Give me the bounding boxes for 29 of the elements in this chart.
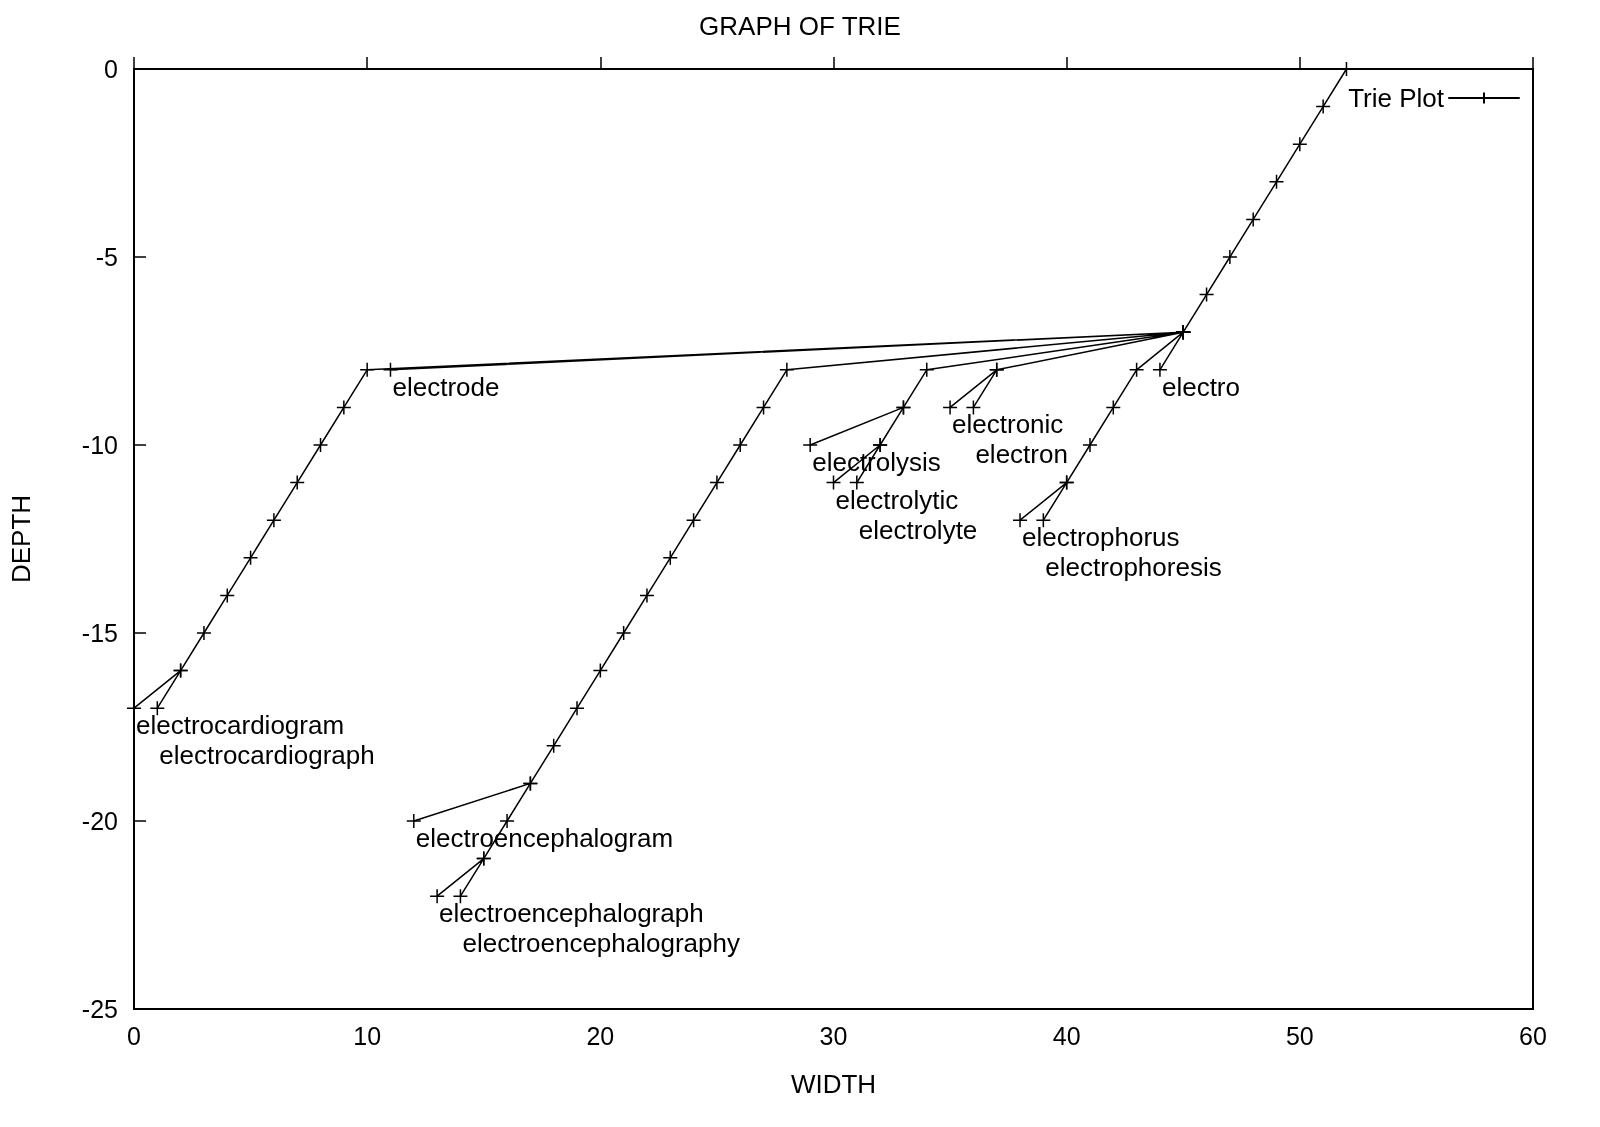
- x-axis-title: WIDTH: [790, 1069, 877, 1099]
- y-tick-label: -10: [81, 431, 118, 459]
- annotation: electrode: [392, 371, 500, 402]
- annotation: electrophoresis: [1045, 552, 1222, 583]
- x-tick-label: 30: [819, 1021, 848, 1050]
- annotation: electrophorus: [1022, 522, 1180, 553]
- annotation: electronic: [952, 409, 1064, 440]
- y-tick-label: -5: [95, 243, 118, 271]
- y-tick-label: -25: [81, 995, 118, 1023]
- x-tick-label: 60: [1519, 1021, 1547, 1050]
- annotation: electron: [975, 439, 1068, 470]
- y-tick-label: -20: [81, 807, 118, 835]
- annotation: electrolyte: [858, 514, 978, 545]
- annotation: electroencephalograph: [439, 898, 704, 929]
- annotation: electro: [1161, 371, 1240, 402]
- annotation: electroencephalography: [462, 928, 740, 959]
- y-tick-label: 0: [104, 55, 118, 83]
- x-tick-label: 50: [1285, 1021, 1314, 1050]
- x-tick-label: 10: [353, 1021, 382, 1050]
- chart-title: GRAPH OF TRIE: [699, 11, 901, 41]
- y-tick-label: -15: [81, 619, 118, 647]
- y-axis-title: DEPTH: [6, 494, 36, 584]
- x-tick-label: 40: [1052, 1021, 1081, 1050]
- x-tick-label: 20: [586, 1021, 615, 1050]
- annotation: electrocardiograph: [159, 740, 375, 771]
- annotation: electrolytic: [835, 484, 959, 515]
- x-tick-label: 0: [127, 1021, 141, 1050]
- annotation: electrocardiogram: [136, 710, 345, 741]
- legend-label: Trie Plot: [1348, 83, 1445, 113]
